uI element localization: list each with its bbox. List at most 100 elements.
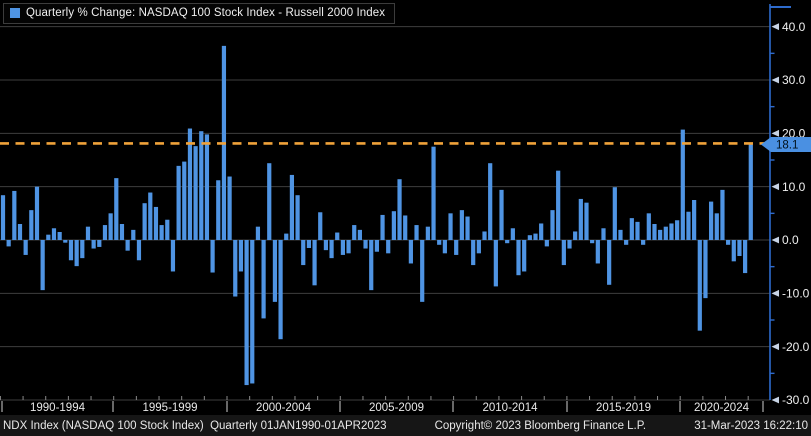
bar <box>108 213 113 240</box>
bar <box>238 240 244 272</box>
bar <box>573 231 578 240</box>
bar <box>51 228 57 240</box>
bar <box>289 174 295 240</box>
bar <box>380 214 385 240</box>
status-timestamp: 31-Mar-2023 16:22:10 <box>694 419 808 432</box>
bar <box>63 240 68 243</box>
bar <box>737 240 742 256</box>
bar <box>74 240 79 267</box>
bar <box>448 213 453 240</box>
bar <box>323 240 329 251</box>
bar <box>306 240 312 248</box>
bar <box>301 240 306 266</box>
x-axis-label: 1995-1999 <box>143 402 198 414</box>
bar <box>652 224 657 240</box>
bar <box>437 240 442 245</box>
y-tick-arrow-icon <box>771 183 779 191</box>
bar <box>544 240 549 247</box>
bar <box>227 176 232 240</box>
bar <box>335 232 340 240</box>
bar <box>97 240 102 247</box>
bar <box>182 161 187 240</box>
bar <box>522 240 527 272</box>
bar <box>471 240 476 266</box>
bar <box>165 219 170 240</box>
bar <box>125 240 130 251</box>
bar <box>80 240 85 259</box>
price-chart[interactable]: 40.030.020.010.00.0-10.0-20.0-30.018.119… <box>0 0 811 415</box>
bar <box>250 240 255 384</box>
bar <box>131 229 136 240</box>
bar <box>680 129 685 240</box>
bar <box>363 240 368 249</box>
bar <box>527 235 532 240</box>
bar <box>199 131 204 240</box>
bar <box>261 240 266 319</box>
y-axis-label: 30.0 <box>782 73 806 87</box>
bar <box>34 186 40 240</box>
bar <box>6 240 11 247</box>
bar <box>369 240 374 291</box>
bar <box>153 206 159 240</box>
y-axis-label: -10.0 <box>782 287 810 301</box>
bar <box>255 226 261 240</box>
bar <box>46 234 51 240</box>
bar <box>148 192 153 240</box>
bar <box>703 240 708 299</box>
bar <box>318 212 323 240</box>
x-axis-label: 1990-1994 <box>30 402 86 414</box>
bar <box>505 240 510 244</box>
status-bar: NDX Index (NASDAQ 100 Stock Index) Quart… <box>0 415 811 436</box>
bar <box>493 240 498 287</box>
bar <box>482 231 487 240</box>
bar <box>539 223 544 240</box>
y-tick-arrow-icon <box>771 396 779 404</box>
y-axis-label: 10.0 <box>782 180 806 194</box>
bar <box>57 232 62 240</box>
bar <box>176 165 181 240</box>
x-axis-label: 2005-2009 <box>369 402 424 414</box>
bar <box>233 240 238 297</box>
bar <box>442 240 447 254</box>
bar <box>295 195 300 240</box>
bar <box>267 163 272 240</box>
y-tick-arrow-icon <box>771 289 779 297</box>
x-axis-label: 2015-2019 <box>596 402 651 414</box>
bar <box>204 134 210 240</box>
bar <box>40 240 45 291</box>
bar <box>686 211 691 240</box>
bar <box>476 240 481 254</box>
status-security-info: NDX Index (NASDAQ 100 Stock Index) Quart… <box>3 419 387 432</box>
bar <box>136 240 142 261</box>
bar <box>629 218 634 240</box>
bar <box>454 240 459 255</box>
bar <box>346 240 351 254</box>
bar <box>601 228 606 240</box>
y-tick-arrow-icon <box>771 236 779 244</box>
bar <box>578 198 583 240</box>
bar <box>612 187 617 240</box>
bar <box>726 240 731 245</box>
y-axis-label: 40.0 <box>782 20 806 34</box>
bar <box>748 143 753 240</box>
y-tick-arrow-icon <box>771 129 779 137</box>
bar <box>556 170 561 240</box>
last-value-badge-label: 18.1 <box>776 139 798 151</box>
bar <box>731 240 736 262</box>
bar <box>420 240 425 302</box>
status-copyright: Copyright© 2023 Bloomberg Finance L.P. <box>434 419 647 432</box>
bar <box>187 128 193 240</box>
bar <box>397 179 402 240</box>
bar <box>663 226 668 240</box>
bar <box>669 223 674 240</box>
x-axis-label: 2020-2024 <box>694 402 750 414</box>
bar <box>618 229 623 240</box>
bar <box>408 240 413 264</box>
bar <box>499 189 504 240</box>
bar <box>459 210 464 240</box>
bar <box>142 203 147 240</box>
bar <box>425 226 430 240</box>
bar <box>374 240 379 252</box>
y-axis-label: 0.0 <box>782 233 799 247</box>
